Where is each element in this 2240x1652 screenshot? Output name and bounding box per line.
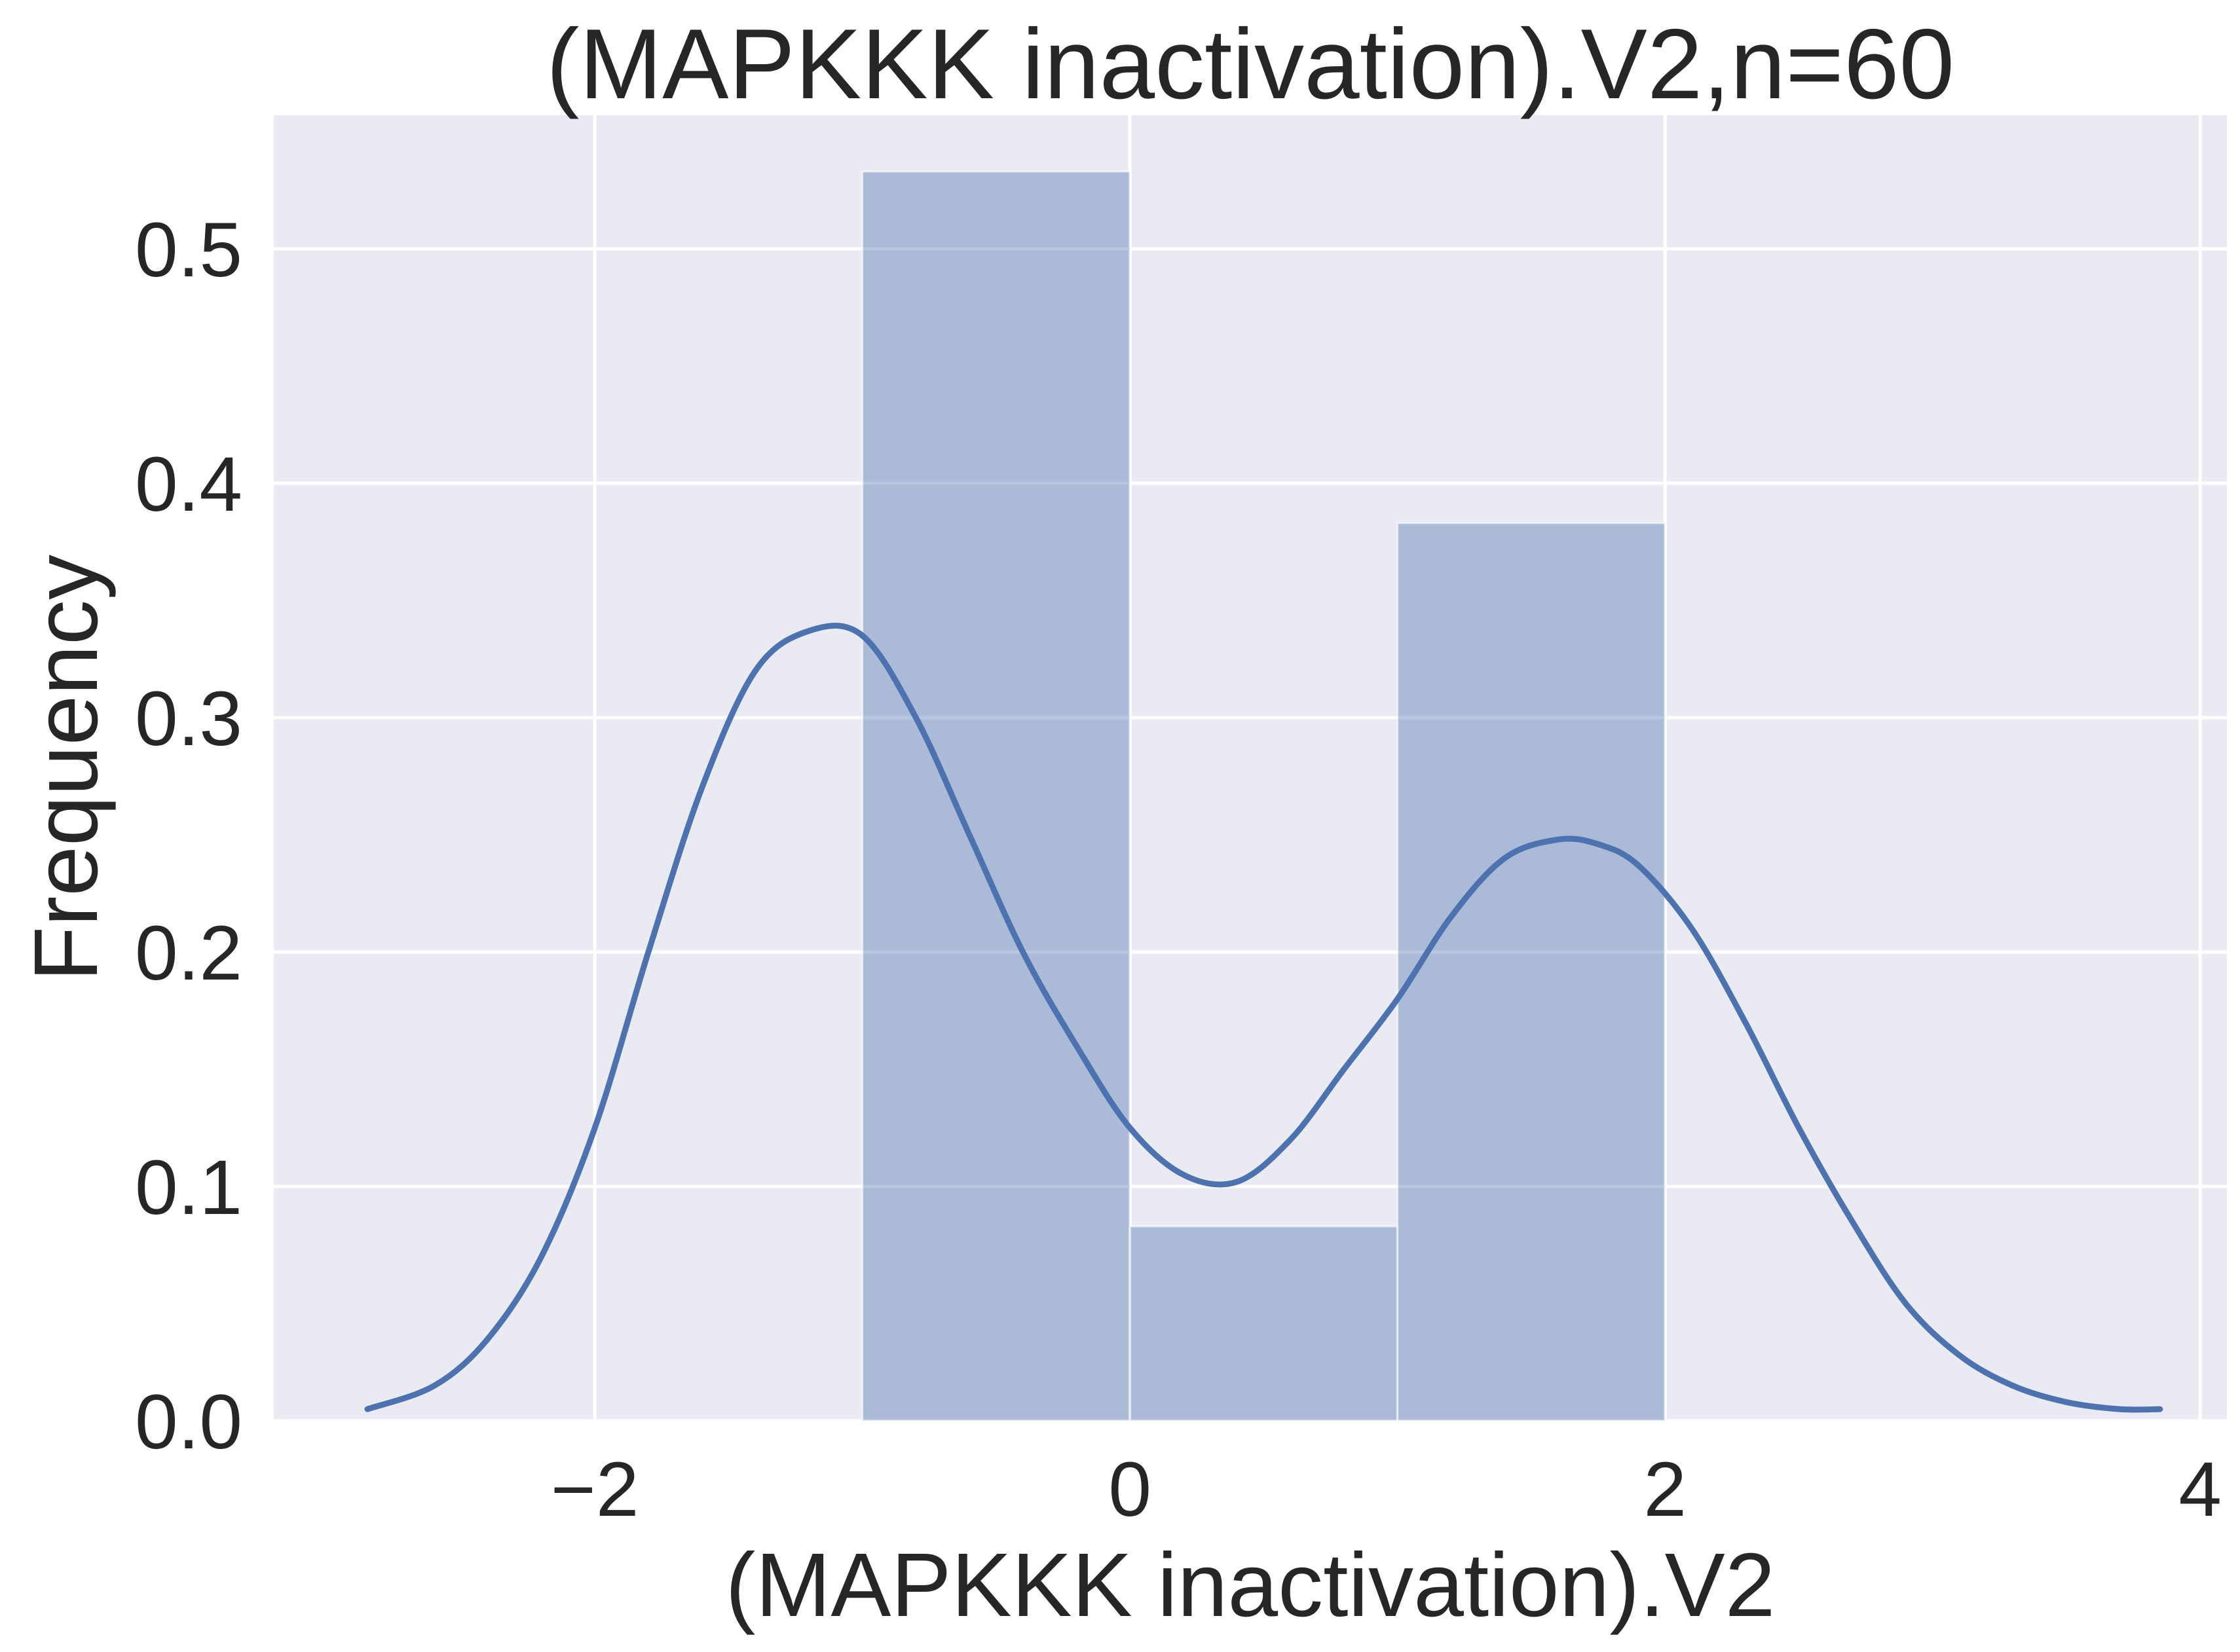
plot-background (274, 115, 2227, 1421)
x-tick-label: 4 (2178, 1446, 2222, 1533)
y-tick-label: 0.2 (135, 910, 242, 997)
histogram-bars (861, 170, 1666, 1422)
x-tick-label: −2 (551, 1446, 639, 1533)
x-axis-ticks: −2 0 2 4 (551, 1446, 2222, 1533)
kde-curve (364, 623, 2163, 1413)
y-tick-label: 0.3 (135, 676, 242, 762)
histogram-bar (861, 170, 1131, 1422)
y-axis-label: Frequency (16, 555, 117, 982)
x-tick-label: 0 (1108, 1446, 1151, 1533)
y-tick-label: 0.0 (135, 1379, 242, 1465)
y-axis-ticks: 0.0 0.1 0.2 0.3 0.4 0.5 (135, 207, 242, 1465)
y-tick-label: 0.1 (135, 1145, 242, 1231)
y-tick-label: 0.4 (135, 441, 242, 528)
histogram-bar (1396, 522, 1666, 1422)
histogram-bar (1129, 1225, 1399, 1422)
y-tick-label: 0.5 (135, 207, 242, 293)
x-tick-label: 2 (1643, 1446, 1687, 1533)
x-axis-label: (MAPKKK inactivation).V2 (726, 1535, 1776, 1636)
chart-title: (MAPKKK inactivation).V2,n=60 (546, 9, 1954, 120)
